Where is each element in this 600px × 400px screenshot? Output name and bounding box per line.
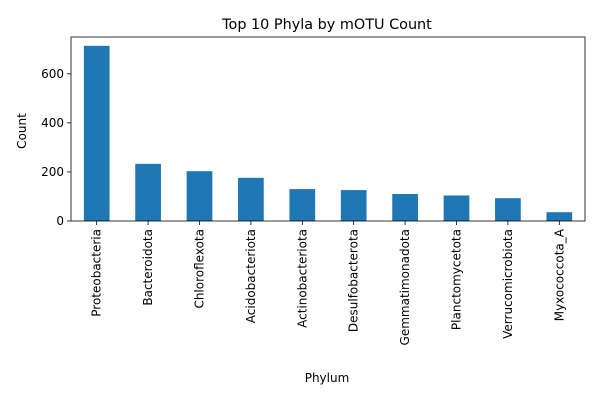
y-tick-label: 400 — [41, 116, 64, 130]
bar — [135, 163, 161, 221]
x-tick-label: Chloroflexota — [193, 229, 207, 309]
x-tick-label: Desulfobacterota — [347, 229, 361, 332]
y-tick-label: 0 — [56, 214, 64, 228]
x-tick-label: Verrucomicrobiota — [501, 229, 515, 339]
y-tick-label: 600 — [41, 67, 64, 81]
bar — [238, 177, 264, 221]
bar — [443, 195, 470, 221]
plot-area: 0 200 400 600 Proteobacteria Bacteroidota Chlo… — [41, 36, 586, 345]
y-axis-label: Count — [15, 113, 29, 149]
x-tick-label: Planctomycetota — [450, 229, 464, 330]
x-tick-label: Bacteroidota — [141, 229, 155, 306]
x-axis-label: Phylum — [305, 371, 350, 385]
chart-title: Top 10 Phyla by mOTU Count — [221, 17, 432, 33]
bar — [495, 198, 521, 221]
x-tick-label: Proteobacteria — [90, 229, 104, 317]
y-tick-label: 200 — [41, 165, 64, 179]
bar — [546, 212, 573, 221]
bar — [186, 171, 213, 221]
axes-frame — [70, 36, 586, 222]
x-tick-label: Myxococcota_A — [552, 228, 566, 321]
bar — [340, 190, 367, 221]
x-tick-label: Acidobacteriota — [244, 229, 258, 323]
x-tick-label: Gemmatimonadota — [398, 229, 412, 345]
bar — [289, 189, 316, 221]
bar — [83, 45, 110, 221]
bar — [392, 194, 418, 221]
x-tick-label: Actinobacteriota — [295, 229, 309, 328]
